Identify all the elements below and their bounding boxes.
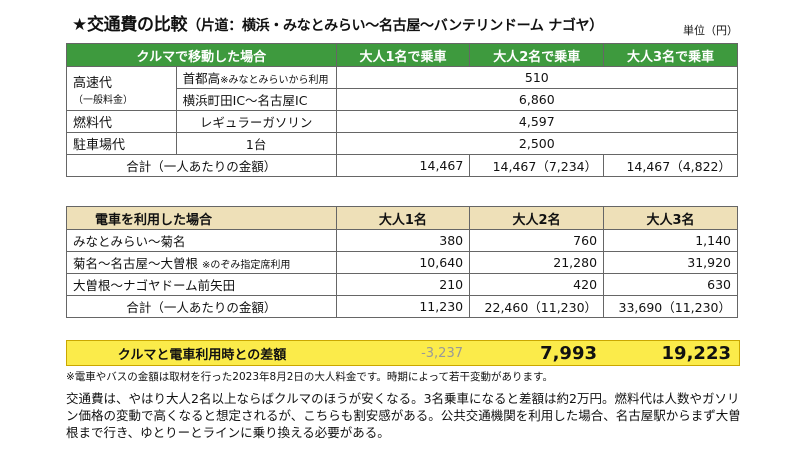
train-row-value: 21,280: [469, 251, 605, 274]
car-header-row: クルマで移動した場合 大人1名で乗車 大人2名で乗車 大人3名で乗車: [66, 43, 738, 67]
car-total-3: 14,467（4,822）: [603, 154, 738, 177]
parking-type: 1台: [175, 132, 337, 155]
shutoko-label-cell: 首都高※みなとみらいから利用: [175, 66, 337, 89]
highway-label-cell: 高速代 （一般料金）: [66, 66, 177, 111]
difference-label: クルマと電車利用時との差額: [117, 347, 287, 363]
title-main: ★交通費の比較: [72, 15, 188, 35]
car-total-1: 14,467: [335, 154, 471, 177]
train-total-1: 11,230: [335, 295, 471, 318]
car-total-2: 14,467（7,234）: [469, 154, 605, 177]
difference-value-1: -3,237: [421, 345, 463, 361]
train-row-value: 420: [469, 273, 605, 296]
table-row: 燃料代 レギュラーガソリン 4,597: [66, 110, 739, 133]
train-total-label: 合計（一人あたりの金額）: [66, 295, 337, 318]
train-total-2: 22,460（11,230）: [469, 295, 605, 318]
title-sub: （片道：横浜・みなとみらい～名古屋～バンテリンドーム ナゴヤ）: [187, 18, 603, 34]
train-row-value: 760: [469, 229, 605, 252]
fuel-label: 燃料代: [66, 110, 177, 133]
shutoko-value: 510: [335, 66, 739, 89]
table-row: 合計（一人あたりの金額） 14,467 14,467（7,234） 14,467…: [66, 154, 738, 177]
train-cost-table: 電車を利用した場合 大人1名 大人2名 大人3名 みなとみらい～菊名 380 7…: [66, 206, 738, 318]
table-row: 菊名～名古屋～大曽根 ※のぞみ指定席利用 10,640 21,280 31,92…: [66, 251, 738, 274]
car-header-label: クルマで移動した場合: [66, 43, 337, 67]
table-row: みなとみらい～菊名 380 760 1,140: [66, 229, 738, 252]
highway-sublabel: （一般料金）: [73, 94, 133, 106]
difference-value-3: 19,223: [661, 342, 731, 364]
train-row-value: 1,140: [603, 229, 738, 252]
train-header-2: 大人2名: [469, 206, 605, 230]
tomei-value: 6,860: [335, 88, 739, 111]
page-title: ★交通費の比較（片道：横浜・みなとみらい～名古屋～バンテリンドーム ナゴヤ）: [72, 10, 603, 35]
train-row-value: 10,640: [335, 251, 471, 274]
car-cost-table: クルマで移動した場合 大人1名で乗車 大人2名で乗車 大人3名で乗車 高速代 （…: [66, 43, 739, 177]
train-header-label: 電車を利用した場合: [66, 206, 337, 230]
footnote: ※電車やバスの金額は取材を行った2023年8月2日の大人料金です。時期によって若…: [66, 371, 553, 383]
train-row-value: 630: [603, 273, 738, 296]
body-paragraph: 交通費は、やはり大人2名以上ならばクルマのほうが安くなる。3名乗車になると差額は…: [66, 391, 741, 440]
car-header-2: 大人2名で乗車: [469, 43, 605, 67]
train-header-3: 大人3名: [603, 206, 738, 230]
train-total-3: 33,690（11,230）: [603, 295, 738, 318]
parking-label: 駐車場代: [66, 132, 177, 155]
train-row-label-cell: みなとみらい～菊名: [66, 229, 337, 252]
car-header-3: 大人3名で乗車: [603, 43, 738, 67]
parking-value: 2,500: [335, 132, 739, 155]
train-row-label-cell: 菊名～名古屋～大曽根 ※のぞみ指定席利用: [66, 251, 337, 274]
train-header-1: 大人1名: [335, 206, 471, 230]
train-row-label: 菊名～名古屋～大曽根: [73, 256, 199, 271]
table-row: 高速代 （一般料金） 首都高※みなとみらいから利用 510: [66, 66, 739, 111]
difference-row: クルマと電車利用時との差額 -3,237 7,993 19,223: [66, 340, 740, 366]
train-row-note: ※のぞみ指定席利用: [202, 260, 291, 271]
train-row-value: 380: [335, 229, 471, 252]
train-row-label-cell: 大曽根～ナゴヤドーム前矢田: [66, 273, 337, 296]
highway-label: 高速代: [73, 75, 113, 91]
table-row: 駐車場代 1台 2,500: [66, 132, 739, 155]
train-row-label: みなとみらい～菊名: [73, 234, 186, 249]
train-row-value: 31,920: [603, 251, 738, 274]
fuel-value: 4,597: [335, 110, 739, 133]
tomei-label: 横浜町田IC～名古屋IC: [175, 88, 337, 111]
difference-value-2: 7,993: [540, 342, 597, 364]
train-row-label: 大曽根～ナゴヤドーム前矢田: [73, 278, 236, 293]
fuel-type: レギュラーガソリン: [175, 110, 337, 133]
train-header-row: 電車を利用した場合 大人1名 大人2名 大人3名: [66, 206, 738, 230]
train-row-value: 210: [335, 273, 471, 296]
car-header-1: 大人1名で乗車: [335, 43, 471, 67]
table-row: 合計（一人あたりの金額） 11,230 22,460（11,230） 33,69…: [66, 295, 738, 318]
shutoko-label: 首都高: [182, 71, 221, 86]
unit-label: 単位（円）: [683, 24, 738, 37]
table-row: 大曽根～ナゴヤドーム前矢田 210 420 630: [66, 273, 738, 296]
car-total-label: 合計（一人あたりの金額）: [66, 154, 337, 177]
shutoko-note: ※みなとみらいから利用: [220, 75, 329, 86]
